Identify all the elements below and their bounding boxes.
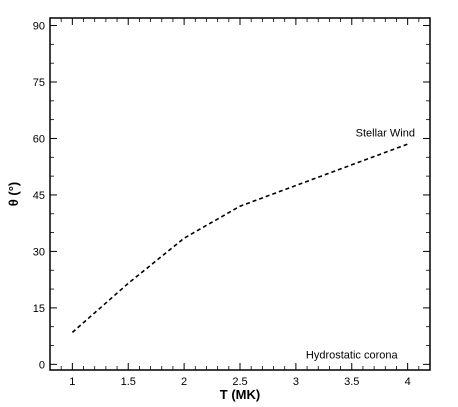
series-line: [71, 143, 408, 334]
y-tick-label: 90: [33, 21, 45, 33]
x-tick-label: 1: [69, 376, 75, 388]
x-tick-label: 1.5: [121, 376, 136, 388]
y-axis-label: θ (°): [6, 182, 21, 207]
x-tick-label: 2: [181, 376, 187, 388]
x-axis-label: T (MK): [220, 387, 260, 402]
plot-frame: [49, 17, 431, 371]
y-tick-label: 15: [33, 303, 45, 315]
tick-labels: 1 1.5 2 2.5 3 3.5 4 0 15 30 45 60 75 90: [33, 21, 411, 388]
x-tick-label: 2.5: [232, 376, 247, 388]
y-tick-label: 60: [33, 133, 45, 145]
y-tick-label: 45: [33, 190, 45, 202]
major-ticks: [50, 18, 430, 370]
y-tick-label: 30: [33, 246, 45, 258]
x-tick-label: 3: [293, 376, 299, 388]
annotation-hydrostatic-corona: Hydrostatic corona: [306, 350, 399, 362]
x-tick-label: 3.5: [344, 376, 359, 388]
minor-ticks: [49, 18, 431, 370]
x-tick-label: 4: [405, 376, 411, 388]
annotation-stellar-wind: Stellar Wind: [356, 128, 415, 140]
y-tick-label: 0: [39, 359, 45, 371]
y-tick-label: 75: [33, 77, 45, 89]
